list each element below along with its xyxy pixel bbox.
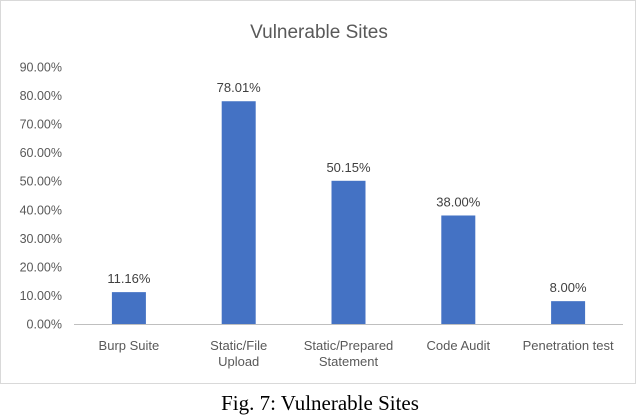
y-tick-label: 0.00% bbox=[27, 318, 62, 332]
y-tick-label: 70.00% bbox=[20, 118, 62, 132]
x-tick-label: Static/Prepared Statement bbox=[304, 338, 394, 369]
bar-chart: Vulnerable Sites 0.00% 10.00% 20.00% 30.00% 4… bbox=[20, 22, 623, 369]
chart-title: Vulnerable Sites bbox=[250, 22, 388, 43]
y-tick-label: 30.00% bbox=[20, 232, 62, 246]
y-tick-label: 20.00% bbox=[20, 260, 62, 274]
x-tick-label: Burp Suite bbox=[99, 338, 160, 353]
y-tick-label: 90.00% bbox=[20, 61, 62, 75]
y-tick-label: 40.00% bbox=[20, 203, 62, 217]
data-label: 38.00% bbox=[436, 194, 481, 209]
y-tick-label: 50.00% bbox=[20, 175, 62, 189]
bar bbox=[441, 215, 476, 324]
data-label: 8.00% bbox=[550, 280, 587, 295]
data-label: 50.15% bbox=[326, 160, 371, 175]
bar bbox=[331, 180, 366, 324]
y-tick-label: 60.00% bbox=[20, 146, 62, 160]
x-tick-label: Penetration test bbox=[523, 338, 614, 353]
data-label: 11.16% bbox=[107, 271, 151, 286]
x-tick-label: Code Audit bbox=[426, 338, 490, 353]
chart-frame: Vulnerable Sites 0.00% 10.00% 20.00% 30.00% 4… bbox=[0, 0, 636, 384]
bar bbox=[111, 292, 146, 324]
x-tick-label: Static/File Upload bbox=[210, 338, 267, 369]
y-tick-label: 80.00% bbox=[20, 89, 62, 103]
bar bbox=[221, 101, 256, 324]
figure-caption: Fig. 7: Vulnerable Sites bbox=[221, 391, 419, 415]
y-tick-label: 10.00% bbox=[20, 289, 62, 303]
bar bbox=[551, 301, 586, 324]
data-label: 78.01% bbox=[217, 80, 262, 95]
